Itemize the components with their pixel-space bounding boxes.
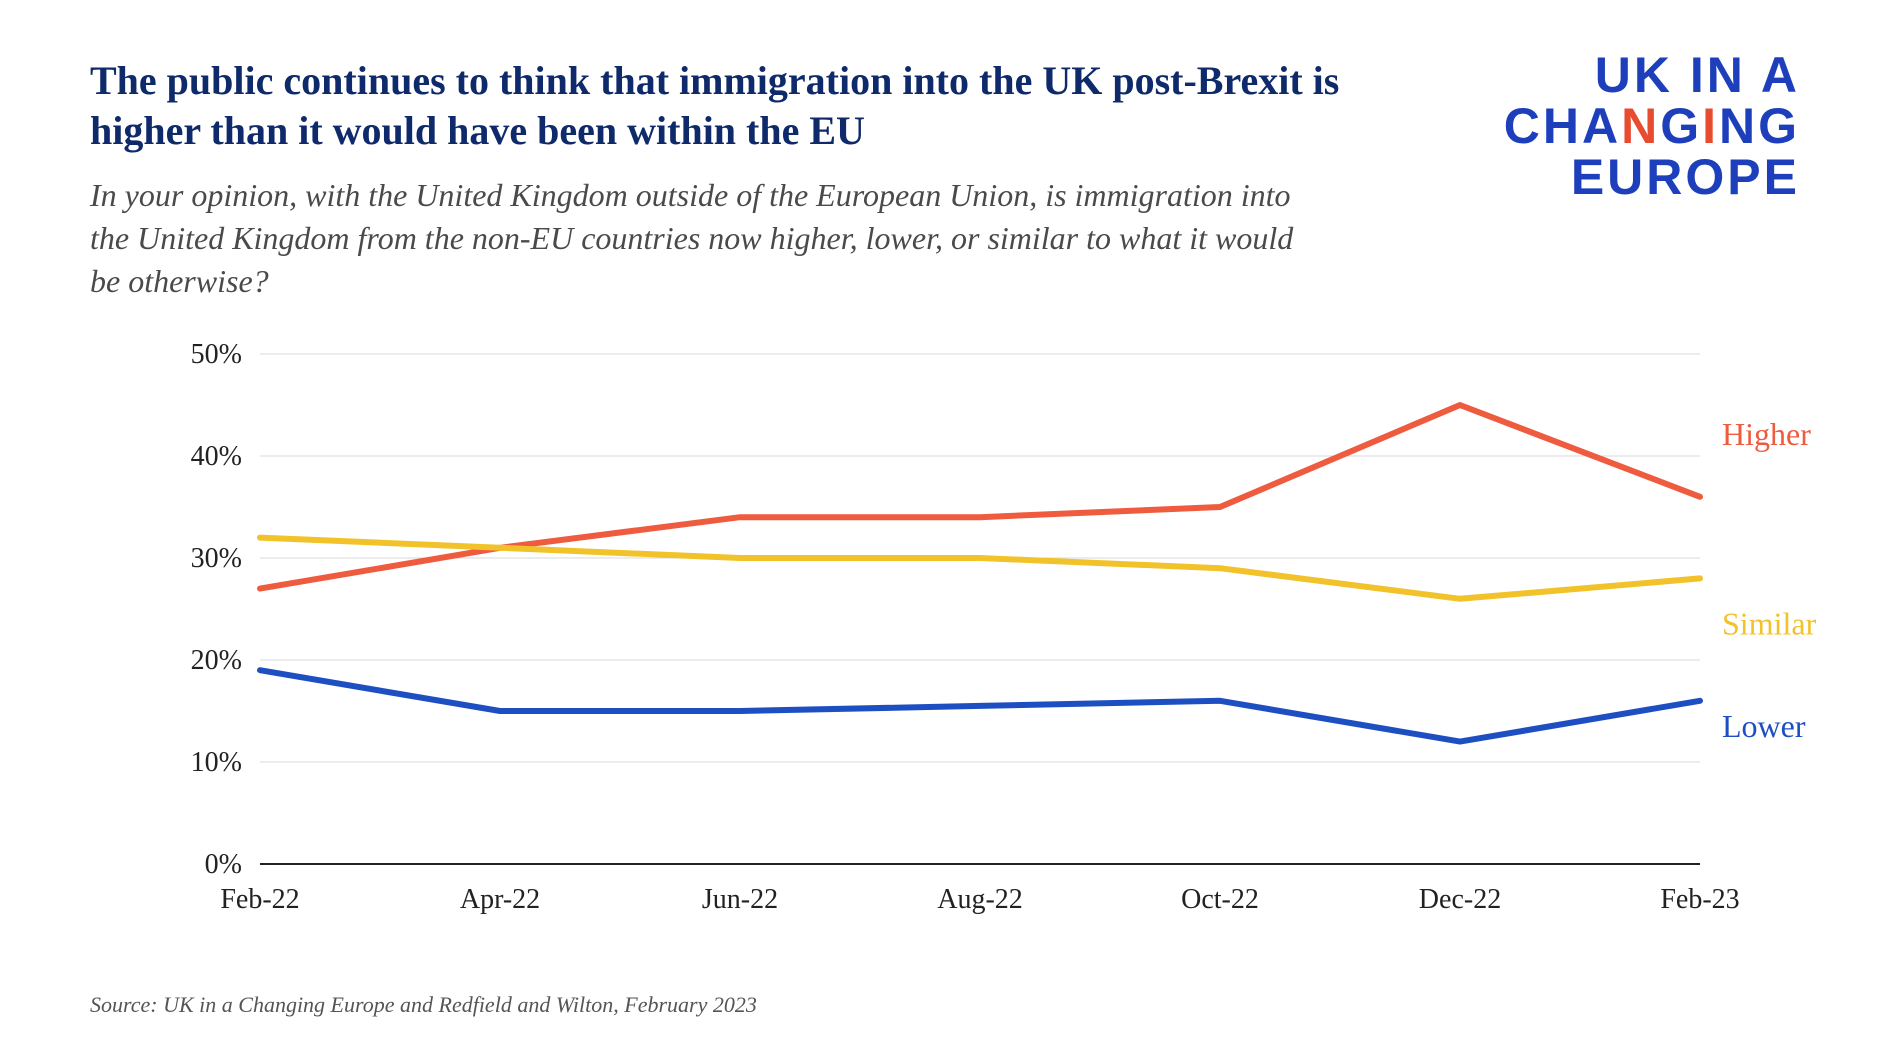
x-tick-label: Oct-22 bbox=[1181, 884, 1259, 915]
source-note: Source: UK in a Changing Europe and Redf… bbox=[90, 992, 1810, 1018]
series-line-similar bbox=[260, 537, 1700, 598]
line-chart: 0% 10% 20% 30% 40% 50% Feb-22 Apr-22 Jun-22 Aug-2… bbox=[140, 344, 1810, 964]
series-label-lower: Lower bbox=[1722, 707, 1806, 743]
y-tick-label: 40% bbox=[191, 441, 242, 472]
series-line-higher bbox=[260, 405, 1700, 589]
chart-svg: 0% 10% 20% 30% 40% 50% Feb-22 Apr-22 Jun-22 Aug-2… bbox=[140, 344, 1880, 964]
x-tick-label: Feb-22 bbox=[220, 884, 299, 915]
series-label-similar: Similar bbox=[1722, 605, 1817, 641]
chart-title: The public continues to think that immig… bbox=[90, 56, 1340, 156]
title-block: The public continues to think that immig… bbox=[90, 56, 1340, 304]
x-tick-label: Feb-23 bbox=[1660, 884, 1739, 915]
series-label-higher: Higher bbox=[1722, 415, 1811, 451]
x-tick-label: Apr-22 bbox=[460, 884, 540, 915]
logo-line-2: CHANGING bbox=[1504, 101, 1800, 152]
series-line-lower bbox=[260, 670, 1700, 741]
header: The public continues to think that immig… bbox=[90, 56, 1810, 304]
chart-subtitle: In your opinion, with the United Kingdom… bbox=[90, 174, 1310, 304]
logo-line-1: UK IN A bbox=[1504, 50, 1800, 101]
y-tick-label: 20% bbox=[191, 645, 242, 676]
x-tick-label: Aug-22 bbox=[937, 884, 1023, 915]
y-tick-label: 30% bbox=[191, 543, 242, 574]
x-tick-label: Dec-22 bbox=[1419, 884, 1501, 915]
brand-logo: UK IN A CHANGING EUROPE bbox=[1504, 50, 1800, 203]
y-tick-label: 50% bbox=[191, 344, 242, 370]
x-tick-label: Jun-22 bbox=[702, 884, 778, 915]
logo-line-3: EUROPE bbox=[1504, 152, 1800, 203]
y-tick-label: 10% bbox=[191, 747, 242, 778]
y-tick-label: 0% bbox=[205, 849, 242, 880]
